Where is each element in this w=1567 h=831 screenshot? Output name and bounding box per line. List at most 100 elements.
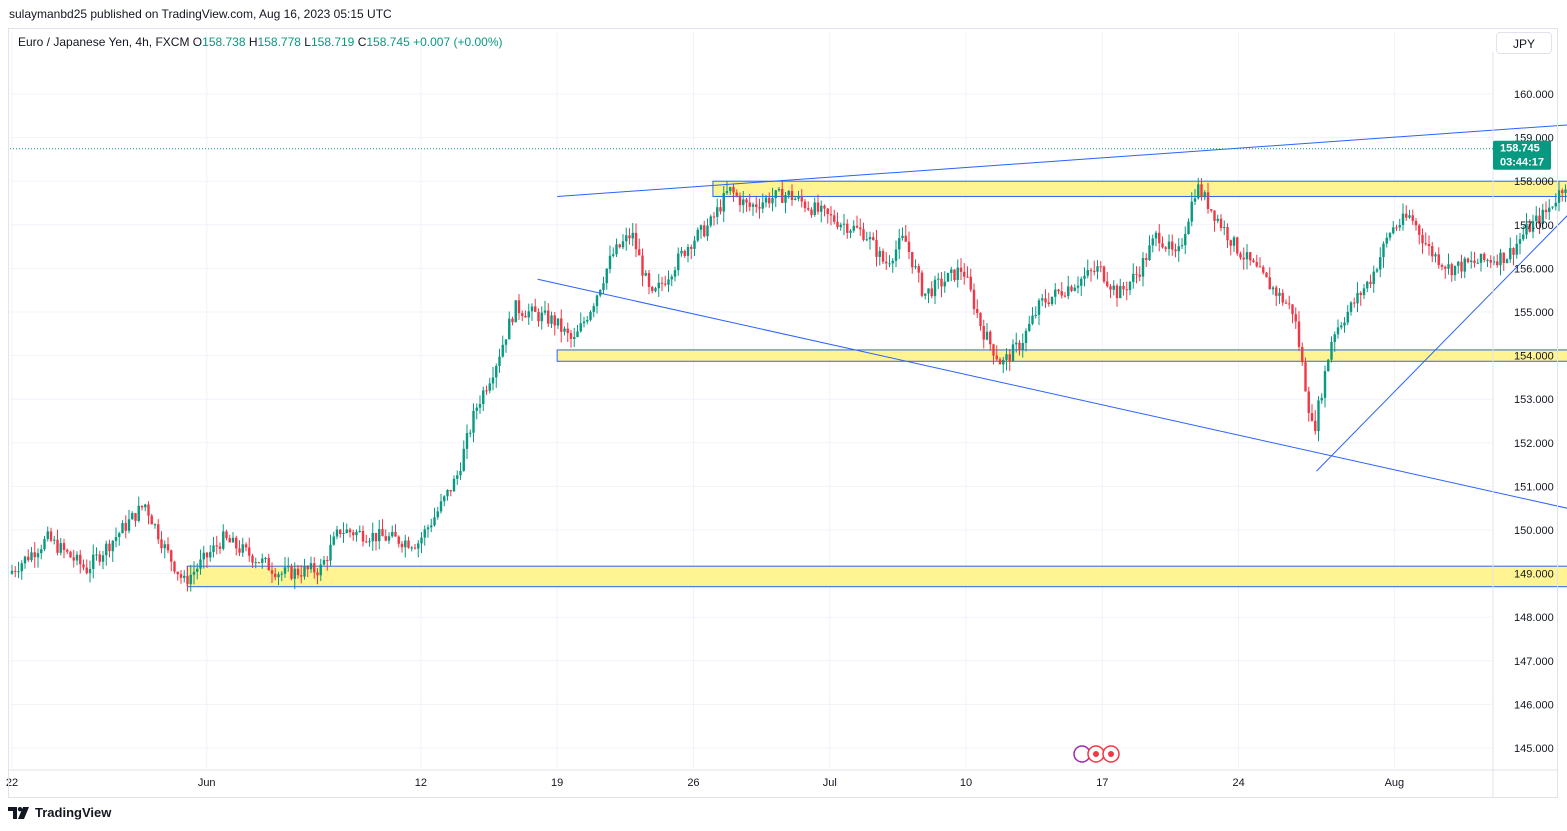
y-tick-label: 147.000 bbox=[1514, 656, 1554, 668]
candle-body bbox=[1395, 227, 1398, 229]
candle-body bbox=[556, 318, 560, 326]
candle-body bbox=[787, 191, 790, 196]
candle-body bbox=[33, 552, 36, 558]
bar-countdown: 03:44:17 bbox=[1500, 157, 1544, 169]
candle-body bbox=[651, 286, 654, 292]
candle-body bbox=[491, 377, 495, 384]
candle-body bbox=[394, 531, 397, 537]
candle-body bbox=[855, 225, 859, 228]
candle-body bbox=[894, 249, 898, 261]
candle-body bbox=[1122, 286, 1125, 290]
candle-body bbox=[1112, 285, 1115, 290]
candle-body bbox=[1333, 334, 1336, 342]
candle-body bbox=[426, 527, 430, 530]
y-tick-label: 160.000 bbox=[1514, 89, 1554, 101]
currency-button[interactable]: JPY bbox=[1496, 32, 1552, 54]
candle-body bbox=[1151, 238, 1154, 246]
candle-body bbox=[46, 531, 49, 539]
candle-body bbox=[745, 199, 748, 203]
candle-body bbox=[72, 557, 75, 561]
candle-body bbox=[1080, 278, 1083, 286]
candle-body bbox=[225, 531, 228, 539]
y-tick-label: 152.000 bbox=[1514, 438, 1554, 450]
candle-body bbox=[192, 571, 196, 575]
brand-label: TradingView bbox=[35, 805, 112, 820]
candle-body bbox=[1031, 315, 1034, 324]
candle-body bbox=[199, 559, 202, 569]
candle-body bbox=[982, 326, 985, 340]
candle-body bbox=[436, 511, 439, 518]
candle-body bbox=[1242, 257, 1245, 260]
candle-body bbox=[537, 311, 540, 322]
candle-body bbox=[686, 246, 690, 256]
candle-body bbox=[1054, 289, 1057, 297]
candle-body bbox=[517, 300, 521, 314]
candle-body bbox=[1301, 346, 1304, 363]
y-tick-label: 148.000 bbox=[1514, 612, 1554, 624]
x-tick-label: 19 bbox=[551, 777, 563, 789]
candle-body bbox=[446, 489, 449, 497]
candle-body bbox=[306, 566, 309, 570]
candle-body bbox=[521, 313, 524, 316]
candle-body bbox=[703, 225, 706, 237]
candle-body bbox=[1076, 285, 1080, 288]
candle-body bbox=[966, 276, 969, 278]
candle-body bbox=[891, 260, 894, 264]
candle-body bbox=[1382, 243, 1385, 258]
candle-body bbox=[345, 529, 348, 533]
candle-body bbox=[1200, 184, 1203, 198]
candle-body bbox=[452, 478, 456, 492]
candle-body bbox=[1375, 269, 1379, 272]
candle-body bbox=[670, 276, 673, 280]
candle-body bbox=[807, 208, 810, 210]
candle-body bbox=[816, 202, 820, 212]
candle-body bbox=[829, 213, 833, 216]
candle-body bbox=[732, 187, 735, 193]
candle-body bbox=[85, 567, 88, 574]
candle-body bbox=[443, 496, 446, 502]
candle-body bbox=[62, 543, 66, 550]
candle-body bbox=[423, 529, 426, 538]
candle-body bbox=[342, 532, 345, 534]
candle-body bbox=[693, 240, 696, 249]
candle-body bbox=[439, 501, 443, 512]
candle-body bbox=[1249, 252, 1252, 261]
candle-body bbox=[290, 566, 293, 579]
candle-body bbox=[472, 410, 475, 433]
candle-body bbox=[927, 288, 930, 294]
candle-body bbox=[82, 564, 85, 568]
economic-events[interactable] bbox=[1073, 745, 1120, 763]
candle-body bbox=[59, 543, 62, 553]
candle-body bbox=[160, 539, 163, 549]
symbol-name[interactable]: Euro / Japanese Yen, 4h, FXCM bbox=[18, 35, 190, 49]
tradingview-brand[interactable]: TradingView bbox=[8, 805, 111, 820]
candle-body bbox=[352, 532, 355, 536]
candle-body bbox=[963, 271, 966, 277]
candle-body bbox=[430, 525, 433, 528]
candle-body bbox=[1239, 253, 1242, 258]
candle-body bbox=[293, 568, 296, 579]
candle-body bbox=[849, 230, 852, 233]
candle-body bbox=[137, 505, 140, 521]
candle-body bbox=[566, 328, 569, 334]
candle-body bbox=[248, 547, 251, 556]
candle-body bbox=[1015, 342, 1018, 345]
candle-body bbox=[1281, 292, 1284, 303]
candle-body bbox=[1258, 266, 1262, 268]
candle-body bbox=[550, 315, 553, 324]
candle-body bbox=[469, 432, 472, 434]
candle-body bbox=[937, 278, 940, 280]
candle-body bbox=[1531, 221, 1535, 232]
candle-body bbox=[904, 235, 907, 242]
candle-body bbox=[771, 198, 774, 204]
candle-body bbox=[1538, 215, 1541, 225]
candle-body bbox=[267, 558, 270, 571]
candle-body bbox=[1086, 270, 1089, 276]
candle-body bbox=[150, 515, 153, 525]
candle-body bbox=[784, 195, 787, 203]
candle-body bbox=[1255, 262, 1258, 267]
candle-body bbox=[699, 225, 703, 230]
candle-body bbox=[163, 544, 166, 549]
x-tick-label: 10 bbox=[960, 777, 972, 789]
